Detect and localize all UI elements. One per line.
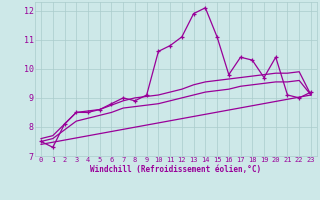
X-axis label: Windchill (Refroidissement éolien,°C): Windchill (Refroidissement éolien,°C) xyxy=(91,165,261,174)
